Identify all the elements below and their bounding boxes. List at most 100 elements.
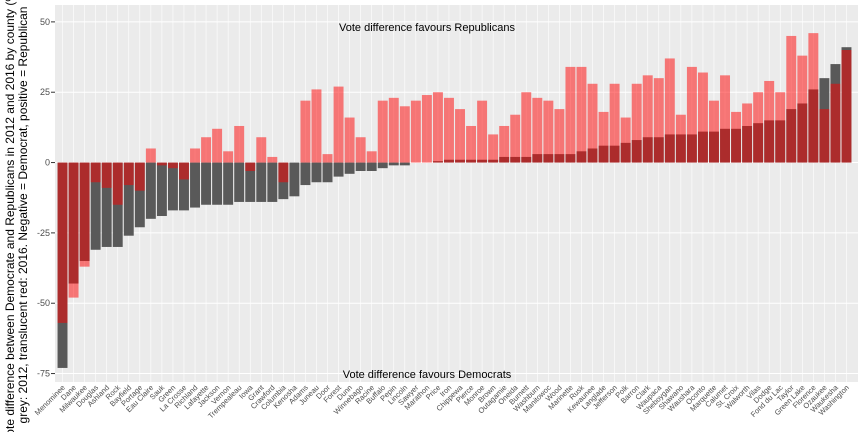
bar (179, 162, 189, 211)
bar (786, 35, 797, 163)
y-tick-label: -50 (37, 298, 50, 308)
bar (234, 125, 245, 163)
bar (278, 162, 289, 183)
bar (444, 97, 454, 163)
bar (554, 109, 565, 163)
bar (101, 162, 112, 247)
bar (797, 55, 808, 163)
bar (300, 162, 311, 186)
bar (145, 148, 156, 163)
bar (742, 103, 753, 163)
bar (532, 97, 543, 163)
bar (808, 33, 819, 163)
bar (90, 162, 101, 183)
bar (156, 162, 167, 166)
bar (377, 162, 388, 169)
bar (256, 162, 267, 202)
bar (223, 162, 234, 205)
bar (576, 66, 587, 163)
bar (190, 162, 200, 208)
bar (57, 162, 68, 323)
bar (156, 162, 167, 217)
bar (598, 111, 609, 163)
y-axis-label: grey: 2012, translucent red: 2016. Negat… (16, 7, 30, 424)
bar (344, 162, 355, 174)
bar (311, 89, 322, 163)
bar (686, 66, 697, 163)
bar (322, 162, 333, 183)
bar (753, 92, 764, 163)
bar (179, 162, 189, 180)
bar (90, 162, 101, 250)
bar (388, 97, 399, 163)
y-tick-label: 50 (40, 17, 50, 27)
bar (388, 162, 399, 166)
bar (675, 114, 686, 163)
bar (653, 78, 664, 163)
bar (311, 162, 322, 183)
bar (488, 134, 499, 163)
y-tick-label: -75 (37, 369, 50, 379)
bar (510, 114, 521, 163)
bar (79, 162, 90, 267)
bar (764, 80, 775, 163)
bar (355, 137, 366, 163)
bar (333, 86, 344, 163)
y-tick-label: 0 (45, 158, 50, 168)
bar (212, 162, 223, 205)
bar (68, 162, 79, 298)
bar (234, 162, 245, 202)
bar (190, 148, 200, 163)
bar (543, 100, 554, 163)
bar (366, 162, 377, 171)
bar (521, 92, 532, 163)
bar (101, 162, 112, 188)
bar (245, 162, 256, 171)
bar (642, 75, 653, 163)
bar (167, 162, 178, 211)
bar (355, 162, 366, 171)
bar (841, 50, 852, 163)
bar (410, 100, 421, 163)
bar (134, 162, 145, 191)
bar (201, 137, 212, 163)
bar (377, 100, 388, 163)
annotation: Vote difference favours Democrats (343, 369, 512, 381)
bar (201, 162, 212, 205)
bar (399, 162, 410, 166)
bar (123, 162, 134, 236)
bar (697, 72, 708, 163)
bar (256, 137, 267, 163)
bar (267, 162, 278, 202)
bar (664, 58, 675, 163)
bar (223, 151, 234, 163)
bar (477, 100, 488, 163)
bar (145, 162, 156, 219)
annotation: Vote difference favours Republicans (339, 22, 515, 34)
bar (466, 125, 477, 163)
bar (499, 125, 510, 163)
bar (322, 154, 333, 163)
bar (167, 162, 178, 169)
bar (300, 100, 311, 163)
y-axis-label: Vote difference between Democrate and Re… (3, 0, 17, 432)
bar (565, 66, 576, 163)
bar (455, 109, 465, 163)
bar (399, 106, 410, 163)
bar (720, 75, 730, 163)
bar (609, 83, 620, 163)
y-tick-label: -25 (37, 228, 50, 238)
bar (620, 117, 631, 163)
bar (267, 156, 278, 163)
bar (134, 162, 145, 228)
bar (775, 92, 786, 163)
bar (289, 162, 300, 197)
bar (421, 95, 432, 163)
bar (631, 83, 642, 163)
bar (344, 117, 355, 163)
bar (123, 162, 134, 186)
y-tick-label: 25 (40, 87, 50, 97)
bar (830, 83, 841, 163)
bar (333, 162, 344, 177)
